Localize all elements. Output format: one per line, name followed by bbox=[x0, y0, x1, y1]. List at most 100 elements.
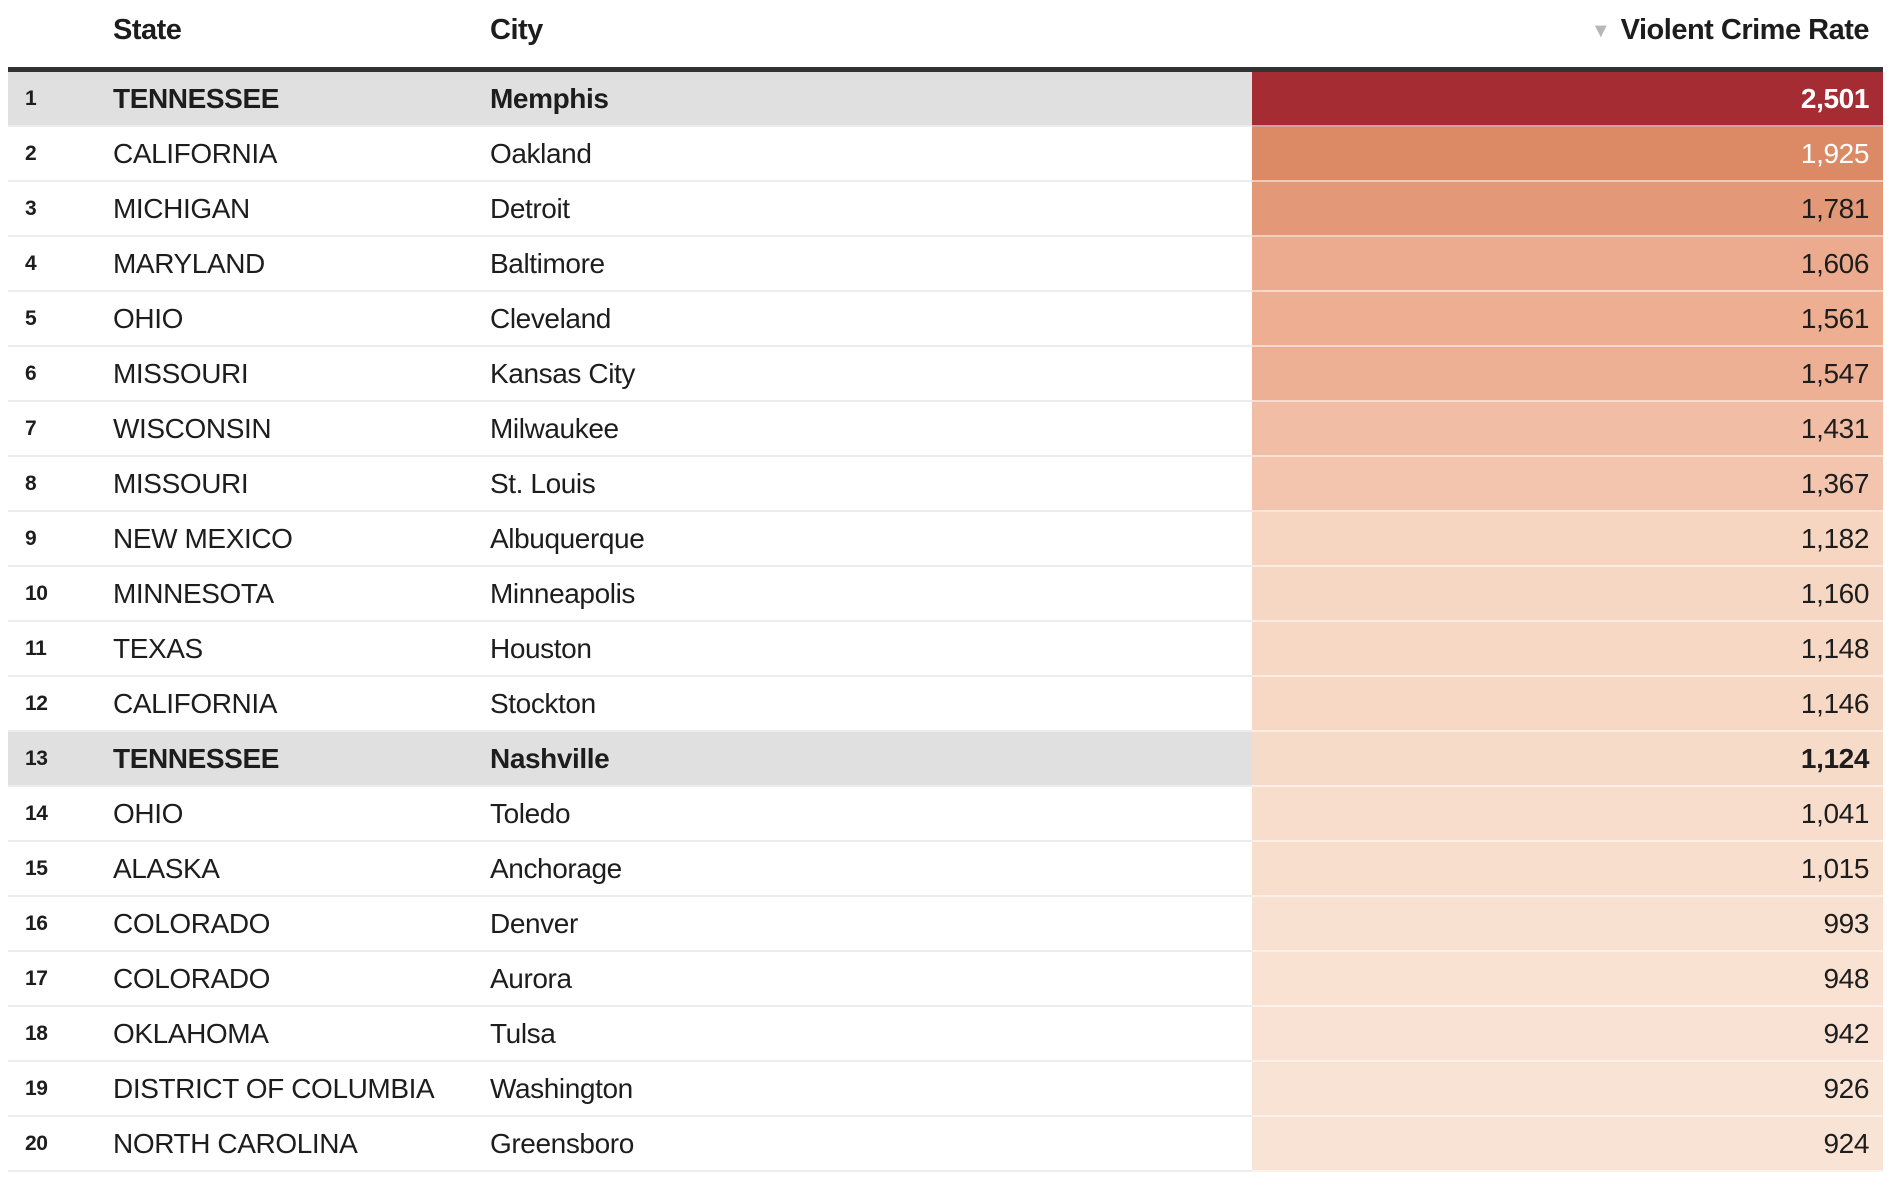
rate-cell: 1,367 bbox=[1252, 457, 1883, 512]
table-row: 9 NEW MEXICO Albuquerque 1,182 bbox=[8, 512, 1883, 567]
rank-cell: 8 bbox=[8, 457, 113, 512]
col-header-city[interactable]: City bbox=[490, 14, 543, 46]
table-row: 13 TENNESSEE Nashville 1,124 bbox=[8, 732, 1883, 787]
state-cell: DISTRICT OF COLUMBIA bbox=[113, 1062, 490, 1117]
rate-cell: 1,431 bbox=[1252, 402, 1883, 457]
col-header-rate-label: Violent Crime Rate bbox=[1620, 14, 1870, 46]
table-row: 11 TEXAS Houston 1,148 bbox=[8, 622, 1883, 677]
table-row: 18 OKLAHOMA Tulsa 942 bbox=[8, 1007, 1883, 1062]
city-cell: Tulsa bbox=[490, 1007, 1252, 1062]
rank-cell: 14 bbox=[8, 787, 113, 842]
rate-cell: 1,925 bbox=[1252, 127, 1883, 182]
rank-cell: 17 bbox=[8, 952, 113, 1007]
table-row: 14 OHIO Toledo 1,041 bbox=[8, 787, 1883, 842]
rate-cell: 1,606 bbox=[1252, 237, 1883, 292]
city-cell: Greensboro bbox=[490, 1117, 1252, 1172]
city-cell: Kansas City bbox=[490, 347, 1252, 402]
rank-cell: 9 bbox=[8, 512, 113, 567]
state-cell: NORTH CAROLINA bbox=[113, 1117, 490, 1172]
table-row: 5 OHIO Cleveland 1,561 bbox=[8, 292, 1883, 347]
state-cell: MISSOURI bbox=[113, 347, 490, 402]
city-cell: Detroit bbox=[490, 182, 1252, 237]
rank-cell: 4 bbox=[8, 237, 113, 292]
rank-cell: 20 bbox=[8, 1117, 113, 1172]
city-cell: Minneapolis bbox=[490, 567, 1252, 622]
city-cell: Nashville bbox=[490, 732, 1252, 787]
table-row: 1 TENNESSEE Memphis 2,501 bbox=[8, 72, 1883, 127]
rate-cell: 942 bbox=[1252, 1007, 1883, 1062]
crime-rate-table: State City ▼ Violent Crime Rate 1 TENNESS… bbox=[8, 0, 1883, 1172]
state-cell: MISSOURI bbox=[113, 457, 490, 512]
table-row: 4 MARYLAND Baltimore 1,606 bbox=[8, 237, 1883, 292]
city-cell: Washington bbox=[490, 1062, 1252, 1117]
rank-cell: 6 bbox=[8, 347, 113, 402]
rank-cell: 12 bbox=[8, 677, 113, 732]
state-cell: MICHIGAN bbox=[113, 182, 490, 237]
city-cell: Baltimore bbox=[490, 237, 1252, 292]
rate-cell: 1,146 bbox=[1252, 677, 1883, 732]
table-row: 6 MISSOURI Kansas City 1,547 bbox=[8, 347, 1883, 402]
table-header-row: State City ▼ Violent Crime Rate bbox=[8, 0, 1883, 72]
city-cell: Albuquerque bbox=[490, 512, 1252, 567]
city-cell: Aurora bbox=[490, 952, 1252, 1007]
rate-cell: 1,148 bbox=[1252, 622, 1883, 677]
table-row: 2 CALIFORNIA Oakland 1,925 bbox=[8, 127, 1883, 182]
state-cell: CALIFORNIA bbox=[113, 677, 490, 732]
city-cell: Toledo bbox=[490, 787, 1252, 842]
city-cell: Denver bbox=[490, 897, 1252, 952]
state-cell: OKLAHOMA bbox=[113, 1007, 490, 1062]
state-cell: NEW MEXICO bbox=[113, 512, 490, 567]
state-cell: MARYLAND bbox=[113, 237, 490, 292]
state-cell: TENNESSEE bbox=[113, 72, 490, 127]
state-cell: MINNESOTA bbox=[113, 567, 490, 622]
rate-cell: 1,547 bbox=[1252, 347, 1883, 402]
rate-cell: 926 bbox=[1252, 1062, 1883, 1117]
rank-cell: 1 bbox=[8, 72, 113, 127]
table-row: 10 MINNESOTA Minneapolis 1,160 bbox=[8, 567, 1883, 622]
rank-cell: 19 bbox=[8, 1062, 113, 1117]
table-row: 19 DISTRICT OF COLUMBIA Washington 926 bbox=[8, 1062, 1883, 1117]
col-header-rank bbox=[8, 31, 113, 37]
table-row: 20 NORTH CAROLINA Greensboro 924 bbox=[8, 1117, 1883, 1172]
table-row: 12 CALIFORNIA Stockton 1,146 bbox=[8, 677, 1883, 732]
rank-cell: 7 bbox=[8, 402, 113, 457]
state-cell: OHIO bbox=[113, 787, 490, 842]
state-cell: WISCONSIN bbox=[113, 402, 490, 457]
rate-cell: 1,561 bbox=[1252, 292, 1883, 347]
table-row: 8 MISSOURI St. Louis 1,367 bbox=[8, 457, 1883, 512]
rate-cell: 924 bbox=[1252, 1117, 1883, 1172]
city-cell: Milwaukee bbox=[490, 402, 1252, 457]
col-header-rate[interactable]: ▼ Violent Crime Rate bbox=[1252, 14, 1883, 53]
table-row: 3 MICHIGAN Detroit 1,781 bbox=[8, 182, 1883, 237]
state-cell: ALASKA bbox=[113, 842, 490, 897]
rank-cell: 10 bbox=[8, 567, 113, 622]
sort-desc-icon: ▼ bbox=[1590, 20, 1611, 42]
col-header-state[interactable]: State bbox=[113, 14, 182, 46]
city-cell: Houston bbox=[490, 622, 1252, 677]
rank-cell: 13 bbox=[8, 732, 113, 787]
state-cell: COLORADO bbox=[113, 897, 490, 952]
state-cell: TENNESSEE bbox=[113, 732, 490, 787]
rate-cell: 1,781 bbox=[1252, 182, 1883, 237]
rank-cell: 16 bbox=[8, 897, 113, 952]
table-row: 16 COLORADO Denver 993 bbox=[8, 897, 1883, 952]
state-cell: COLORADO bbox=[113, 952, 490, 1007]
city-cell: Anchorage bbox=[490, 842, 1252, 897]
city-cell: Oakland bbox=[490, 127, 1252, 182]
table-body: 1 TENNESSEE Memphis 2,501 2 CALIFORNIA O… bbox=[8, 72, 1883, 1172]
rank-cell: 3 bbox=[8, 182, 113, 237]
rate-cell: 2,501 bbox=[1252, 72, 1883, 127]
city-cell: St. Louis bbox=[490, 457, 1252, 512]
rank-cell: 5 bbox=[8, 292, 113, 347]
rate-cell: 1,124 bbox=[1252, 732, 1883, 787]
rate-cell: 948 bbox=[1252, 952, 1883, 1007]
city-cell: Memphis bbox=[490, 72, 1252, 127]
state-cell: OHIO bbox=[113, 292, 490, 347]
rate-cell: 1,160 bbox=[1252, 567, 1883, 622]
city-cell: Cleveland bbox=[490, 292, 1252, 347]
rate-cell: 1,041 bbox=[1252, 787, 1883, 842]
rank-cell: 15 bbox=[8, 842, 113, 897]
rate-cell: 1,182 bbox=[1252, 512, 1883, 567]
state-cell: TEXAS bbox=[113, 622, 490, 677]
table-row: 17 COLORADO Aurora 948 bbox=[8, 952, 1883, 1007]
